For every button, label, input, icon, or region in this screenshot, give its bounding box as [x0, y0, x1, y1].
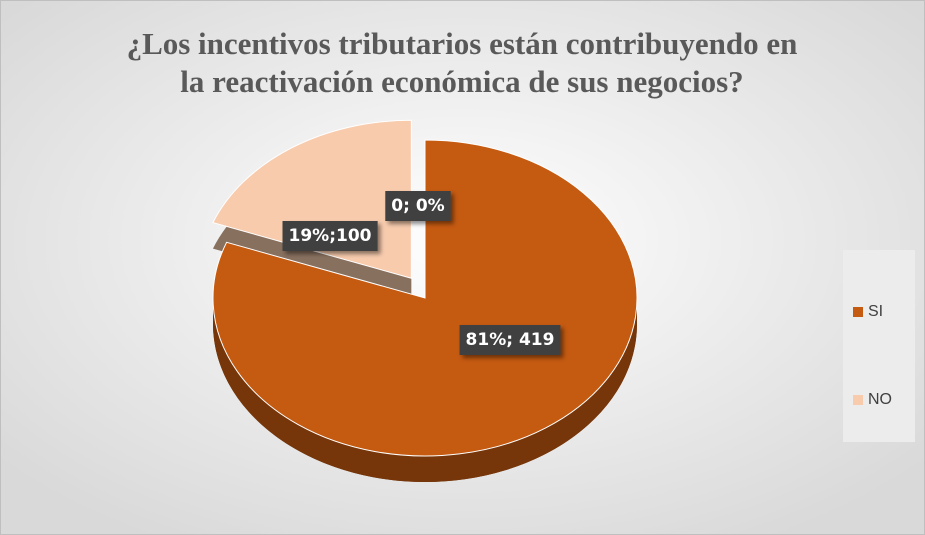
data-label-box — [459, 325, 561, 355]
data-label-group: 0; 0% — [385, 191, 451, 221]
data-label: 81%; 419 — [466, 330, 555, 350]
slice-side — [213, 298, 637, 482]
legend-swatch — [853, 395, 863, 405]
data-label-box — [282, 221, 378, 251]
data-label: 19%;100 — [289, 226, 372, 246]
data-label-group: 81%; 419 — [459, 325, 561, 355]
legend-label: SI — [868, 303, 883, 320]
slice — [212, 139, 638, 457]
data-label: 0; 0% — [391, 196, 444, 216]
legend-swatch — [853, 307, 863, 317]
data-label-group: 19%;100 — [282, 221, 378, 251]
legend-box — [843, 250, 915, 442]
data-label-box — [385, 191, 451, 221]
chart-title: la reactivación económica de sus negocio… — [180, 64, 743, 99]
legend-label: NO — [868, 391, 892, 408]
chart-title: ¿Los incentivos tributarios están contri… — [127, 26, 798, 61]
